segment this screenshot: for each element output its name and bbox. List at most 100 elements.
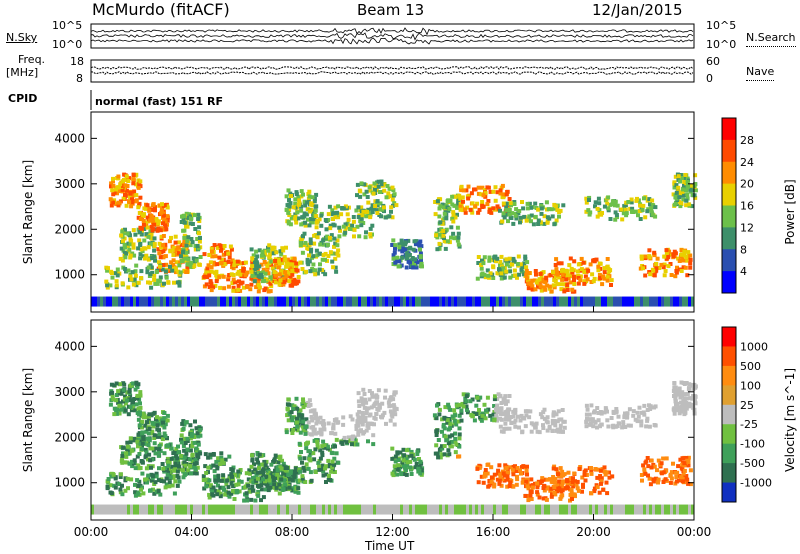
cell (309, 217, 314, 221)
cell (149, 465, 153, 470)
cell (138, 393, 143, 398)
cell (221, 473, 226, 478)
cell (536, 207, 541, 212)
cell (589, 491, 594, 496)
cell (120, 492, 125, 497)
cell (681, 197, 686, 202)
cell (115, 504, 118, 515)
cell (505, 484, 510, 489)
velocity-colorbar-tick-label: 100 (740, 379, 761, 392)
cell (637, 296, 640, 307)
cell (145, 480, 149, 485)
cell (112, 406, 117, 411)
cell (449, 225, 454, 230)
cell (448, 422, 453, 427)
cell (642, 412, 647, 417)
cell (238, 296, 241, 307)
cell (279, 252, 284, 257)
cell (219, 451, 224, 456)
cell (157, 443, 162, 448)
cell (160, 202, 164, 207)
cell (405, 255, 410, 260)
cell (372, 181, 377, 186)
cell (525, 409, 530, 414)
cell (303, 223, 308, 228)
cell (244, 493, 249, 498)
cell (488, 189, 493, 194)
cell (343, 504, 346, 515)
cell (245, 498, 250, 503)
cell (329, 233, 334, 238)
cell (606, 424, 611, 429)
cell (186, 468, 191, 473)
cell (437, 246, 442, 251)
cell (214, 504, 217, 515)
cell (507, 394, 512, 398)
cell (198, 451, 203, 456)
velocity-colorbar-frame (721, 326, 737, 503)
cell (128, 393, 133, 398)
cell (137, 466, 142, 471)
cell (160, 462, 165, 466)
cell (257, 466, 261, 471)
cell (144, 429, 149, 434)
cell (185, 264, 190, 269)
cell (518, 262, 523, 267)
cell (501, 192, 506, 197)
cell (663, 269, 668, 274)
cell (123, 394, 127, 399)
cell (483, 275, 488, 280)
cell (301, 419, 306, 424)
cell (226, 504, 229, 515)
cell (314, 214, 319, 219)
cell (106, 266, 110, 271)
cell (151, 227, 156, 232)
cell (131, 181, 136, 186)
cell (302, 468, 307, 473)
cell (544, 497, 549, 502)
cell (448, 504, 451, 515)
cell (149, 242, 153, 247)
cell (125, 231, 130, 236)
cell (624, 211, 629, 216)
velocity-colorbar-swatch (722, 424, 736, 445)
cell (392, 201, 397, 206)
cell (188, 263, 193, 268)
cell (442, 239, 447, 244)
cell (690, 402, 694, 407)
cell (688, 183, 693, 188)
cell (542, 221, 547, 226)
cell (579, 267, 584, 272)
cell (413, 257, 417, 262)
cell (321, 469, 326, 474)
cell (194, 426, 199, 431)
cell (682, 183, 686, 188)
cell (681, 399, 686, 404)
cell (202, 274, 207, 279)
cell (445, 239, 450, 244)
cell (602, 465, 607, 470)
cell (216, 483, 220, 488)
cell (350, 223, 355, 228)
cell (158, 264, 162, 269)
cell (570, 268, 574, 272)
cell (132, 458, 137, 463)
cell (275, 472, 280, 477)
velocity-colorbar-tick-label: -25 (740, 418, 758, 431)
cell (340, 504, 343, 515)
cell (661, 470, 666, 475)
cell (613, 210, 618, 215)
cell (504, 192, 509, 197)
cell (157, 449, 162, 454)
cell (274, 263, 278, 268)
cell (547, 286, 552, 291)
cell (155, 419, 160, 424)
cell (505, 474, 510, 479)
cell (327, 474, 331, 478)
cell (185, 262, 190, 267)
cell (535, 492, 540, 497)
cell (249, 269, 254, 274)
cell (605, 201, 610, 206)
cell (313, 416, 318, 421)
cell (497, 463, 502, 468)
